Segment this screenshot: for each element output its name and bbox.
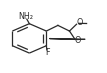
Text: O: O [75, 36, 81, 45]
Text: O: O [77, 18, 83, 27]
Text: NH₂: NH₂ [18, 12, 33, 21]
Text: F: F [45, 48, 50, 57]
